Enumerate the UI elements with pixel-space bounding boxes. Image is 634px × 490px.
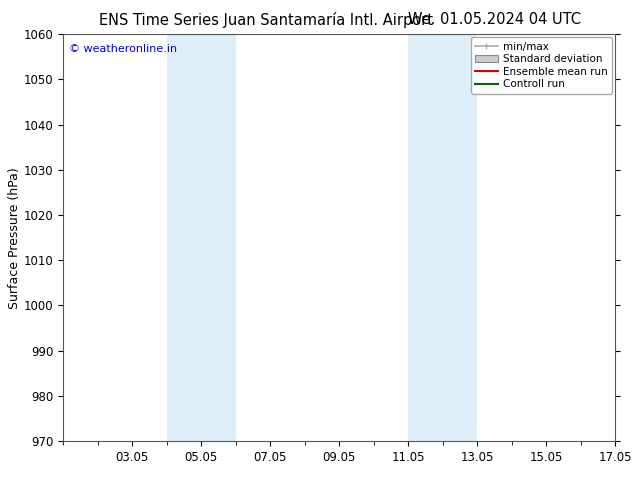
Bar [408, 34, 477, 441]
Y-axis label: Surface Pressure (hPa): Surface Pressure (hPa) [8, 167, 21, 309]
Text: © weatheronline.in: © weatheronline.in [69, 45, 177, 54]
Text: ENS Time Series Juan Santamaría Intl. Airport: ENS Time Series Juan Santamaría Intl. Ai… [100, 12, 433, 28]
Bar [167, 34, 236, 441]
Legend: min/max, Standard deviation, Ensemble mean run, Controll run: min/max, Standard deviation, Ensemble me… [470, 37, 612, 94]
Text: We. 01.05.2024 04 UTC: We. 01.05.2024 04 UTC [408, 12, 581, 27]
